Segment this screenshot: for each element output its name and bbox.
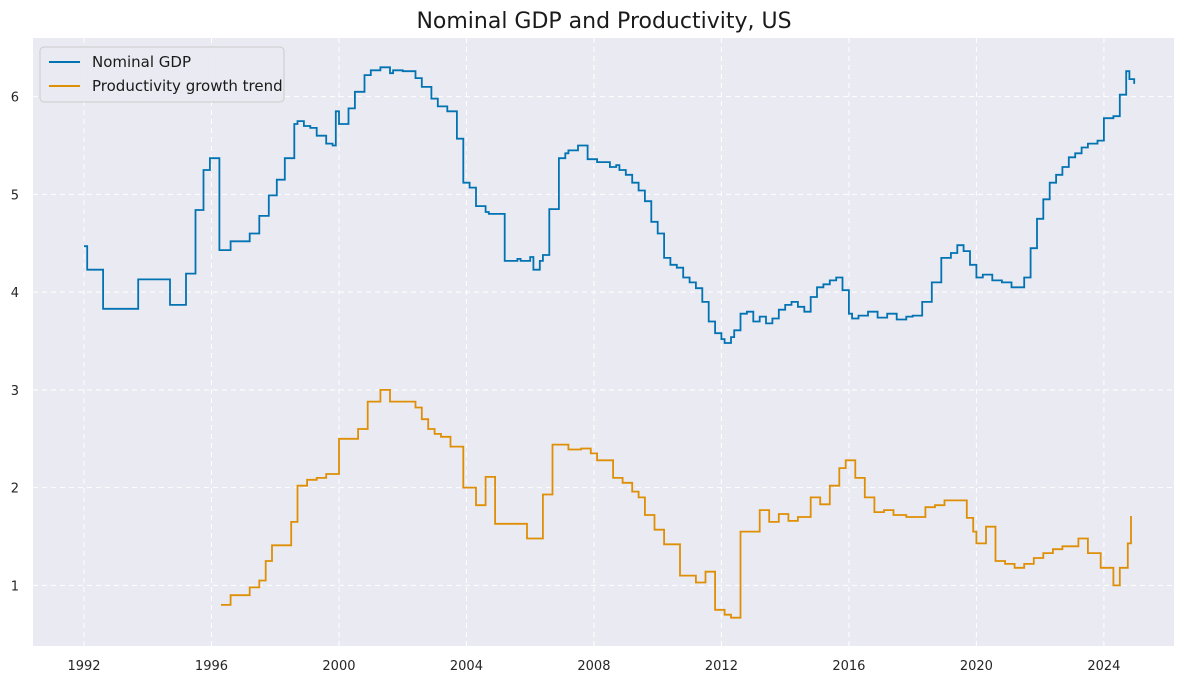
x-tick-label: 2004: [450, 659, 483, 674]
legend: Nominal GDP Productivity growth trend: [39, 46, 285, 103]
plot-area: [33, 38, 1174, 646]
series-group: [84, 66, 1136, 619]
y-tick-label: 5: [11, 188, 19, 203]
x-tick-label: 1992: [67, 659, 100, 674]
x-tick-label: 2024: [1087, 659, 1120, 674]
x-tick-label: 2008: [577, 659, 610, 674]
series-line-nominal-gdp: [84, 66, 1136, 344]
y-tick-label: 1: [11, 579, 19, 594]
x-tick-label: 2016: [832, 659, 865, 674]
y-axis: 1 2 3 4 5 6: [11, 91, 19, 595]
x-tick-label: 1996: [195, 659, 228, 674]
y-tick-label: 6: [11, 91, 19, 106]
y-tick-label: 4: [11, 286, 19, 301]
series-line-productivity-growth-trend: [221, 389, 1132, 619]
chart-title: Nominal GDP and Productivity, US: [416, 9, 791, 34]
x-tick-label: 2012: [705, 659, 738, 674]
legend-label: Nominal GDP: [92, 53, 191, 71]
legend-label: Productivity growth trend: [92, 77, 283, 95]
x-tick-label: 2000: [322, 659, 355, 674]
y-tick-label: 3: [11, 384, 19, 399]
x-axis: 1992 1996 2000 2004 2008 2012 2016 2020 2024: [67, 659, 1120, 674]
x-tick-label: 2020: [960, 659, 993, 674]
legend-box: [39, 46, 285, 103]
y-tick-label: 2: [11, 482, 19, 497]
